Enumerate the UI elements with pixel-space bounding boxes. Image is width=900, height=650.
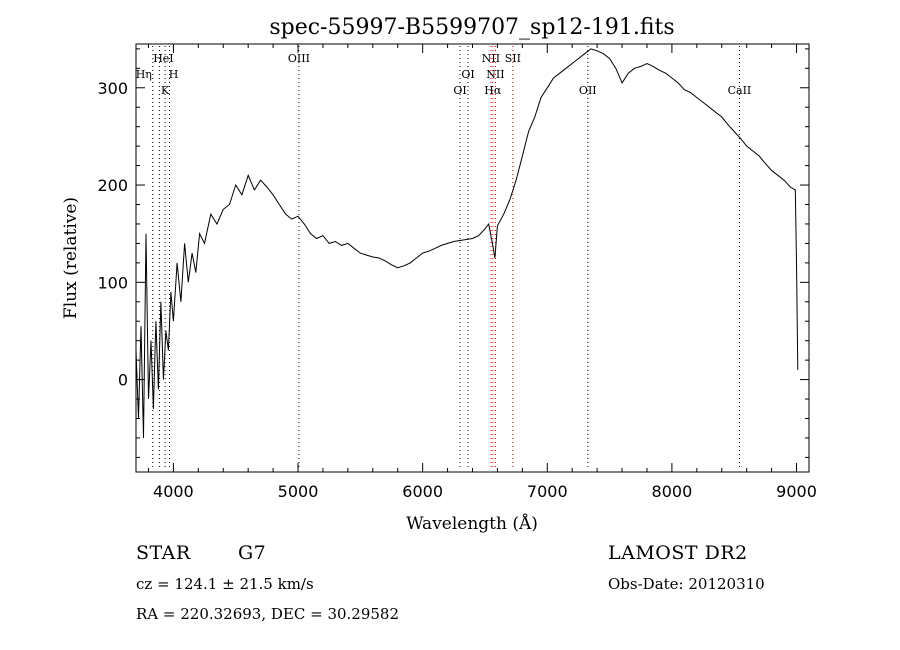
spectral-line-label: HeI <box>153 52 173 65</box>
x-tick-label: 6000 <box>402 482 443 501</box>
x-tick-label: 4000 <box>153 482 194 501</box>
x-tick-label: 9000 <box>776 482 817 501</box>
spectral-line-label: OI <box>461 68 474 81</box>
y-tick-label: 100 <box>97 273 128 292</box>
spectral-line-label: NII <box>482 52 500 65</box>
plot-frame <box>135 43 810 473</box>
y-tick-label: 0 <box>118 371 128 390</box>
x-tick-label: 5000 <box>278 482 319 501</box>
observation-date: Obs-Date: 20120310 <box>608 575 765 593</box>
line-markers <box>152 46 740 470</box>
y-tick-label: 200 <box>97 176 128 195</box>
spectral-line-label: OII <box>579 84 597 97</box>
spectral-line-label: CaII <box>728 84 752 97</box>
spectral-line-label: H <box>169 68 179 81</box>
x-tick-label: 7000 <box>527 482 568 501</box>
object-class: STAR <box>136 542 191 564</box>
spectral-line-label: K <box>161 84 170 97</box>
y-axis-label: Flux (relative) <box>61 197 81 319</box>
spectral-line-label: NII <box>486 68 504 81</box>
y-axis-ticks: 0 100 200 300 <box>97 48 809 458</box>
survey-name: LAMOST DR2 <box>608 542 748 564</box>
object-subclass: G7 <box>238 542 267 564</box>
x-axis-label: Wavelength (Å) <box>406 513 538 534</box>
spectral-line-label: OIII <box>288 52 310 65</box>
spectral-line-label: SII <box>505 52 521 65</box>
ra-dec-coords: RA = 220.32693, DEC = 30.29582 <box>136 605 400 623</box>
y-tick-label: 300 <box>97 79 128 98</box>
x-tick-label: 8000 <box>652 482 693 501</box>
redshift-cz: cz = 124.1 ± 21.5 km/s <box>136 575 314 593</box>
chart-title: spec-55997-B5599707_sp12-191.fits <box>269 15 674 40</box>
spectrum-line <box>135 48 799 439</box>
x-axis-ticks: 4000 5000 6000 7000 8000 9000 <box>147 44 817 501</box>
spectral-line-label: Hα <box>484 84 502 97</box>
spectral-line-label: OI <box>453 84 466 97</box>
spectral-line-label: Hη <box>136 68 152 81</box>
